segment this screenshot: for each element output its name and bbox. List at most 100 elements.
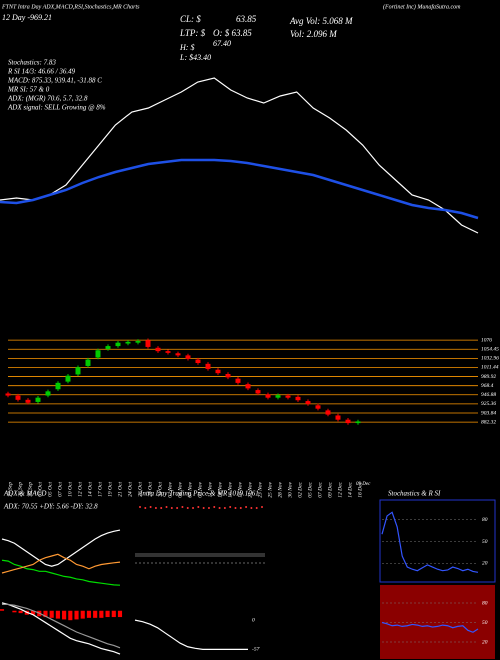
candle-body — [75, 367, 81, 375]
candle-body — [185, 355, 191, 359]
y-tick-label: 989.92 — [481, 374, 496, 380]
x-tick-label: 14 Dec — [346, 481, 353, 497]
price-dot — [186, 507, 189, 509]
x-tick-label: 02 Nov — [167, 481, 173, 497]
x-tick-label: 05 Oct — [47, 482, 53, 497]
candle-body — [265, 394, 271, 398]
candle-body — [285, 395, 291, 398]
histogram-bar — [62, 610, 67, 620]
x-tick-label: 18 Nov — [237, 481, 243, 497]
histogram-bar — [80, 610, 85, 619]
header-text: LTP: $ — [179, 28, 206, 38]
candle-body — [305, 401, 311, 405]
header-text: Vol: 2.096 M — [290, 29, 337, 39]
series-line — [0, 77, 479, 234]
histogram-bar — [18, 610, 23, 614]
x-tick-label: 21 Nov — [247, 481, 253, 497]
price-dot — [160, 507, 163, 509]
x-tick-label: 14 Nov — [216, 481, 223, 497]
y-tick-label: 1011.44 — [481, 364, 499, 371]
header-text: (Fortinet Inc) MunafaSutra.com — [383, 3, 461, 10]
price-dot — [154, 507, 157, 509]
candle-body — [125, 341, 131, 344]
price-dot — [181, 506, 184, 508]
panel-title: Intra Day Trading Price & MR 1019.1061 — [139, 490, 259, 498]
candle-body — [95, 350, 101, 358]
x-tick-label: 12 Oct — [77, 482, 83, 497]
histogram-bar — [55, 610, 60, 619]
y-tick-label: 50 — [482, 539, 488, 545]
histogram-bar — [93, 610, 98, 618]
candle-body — [65, 375, 71, 382]
header-text: FTNT Intra Day ADX,MACD,RSI,Stochastics,… — [1, 4, 140, 10]
candle-body — [25, 399, 31, 403]
histogram-bar — [111, 610, 116, 618]
header-text: CL: $ — [180, 14, 201, 24]
header-text: 12 Day -969.21 — [2, 13, 52, 22]
header-text: 67.40 — [213, 39, 231, 48]
header-text: Avg Vol: 5.068 M — [289, 16, 353, 26]
price-dot — [192, 507, 195, 509]
candle-body — [165, 351, 171, 353]
x-tick-label: 09 Nov — [197, 481, 203, 497]
candle-body — [335, 415, 341, 420]
price-dot — [139, 506, 141, 508]
series-line — [1, 553, 121, 574]
candle-body — [245, 384, 251, 389]
histogram-bar — [0, 609, 5, 611]
x-tick-label: 24 Oct — [126, 482, 133, 497]
price-dot — [197, 506, 200, 508]
y-tick-label: 903.84 — [481, 409, 496, 416]
candle-body — [215, 369, 221, 374]
x-tick-label: 17 Oct — [97, 482, 103, 497]
x-tick-label: 02 Dec — [297, 481, 303, 497]
x-tick-label: 26 Oct — [137, 482, 143, 497]
panel-title: Stochastics & R SI — [388, 490, 441, 498]
histogram-bar — [49, 610, 54, 618]
price-dot — [223, 507, 226, 509]
x-tick-label: 07 Oct — [57, 482, 63, 497]
x-tick-label: 03 Oct — [37, 482, 43, 497]
header-text: ADX: (MGR) 70.6, 5.7, 32.8 — [7, 95, 88, 103]
y-tick-label: -57 — [252, 647, 260, 653]
series-line — [1, 602, 121, 655]
x-tick-label: 31 Oct — [157, 482, 163, 498]
y-tick-label: 20 — [482, 561, 488, 567]
candle-body — [195, 359, 201, 363]
price-dot — [250, 507, 253, 509]
y-tick-label: 968.4 — [481, 382, 494, 389]
candle-body — [5, 393, 11, 396]
series-line — [1, 559, 121, 586]
footer-text: 09 Dec — [356, 482, 371, 487]
x-tick-label: 16 Dec — [357, 481, 363, 497]
x-tick-label: 16 Nov — [227, 481, 233, 497]
x-tick-label: 25 Nov — [267, 481, 273, 497]
candle-body — [325, 410, 331, 415]
series-line — [381, 621, 479, 633]
panel-title: ADX & MACD — [3, 490, 46, 498]
price-dot — [176, 507, 179, 509]
candle-body — [85, 359, 91, 366]
histogram-bar — [30, 610, 36, 615]
histogram-bar — [68, 610, 73, 621]
candle-body — [275, 395, 281, 398]
price-dot — [229, 506, 232, 508]
histogram-bar — [99, 610, 104, 618]
stoch-panel — [379, 499, 496, 583]
y-tick-label: 80 — [482, 517, 488, 523]
x-tick-label: 12 Dec — [337, 481, 343, 497]
candle-body — [175, 353, 181, 356]
x-tick-label: 05 Dec — [307, 481, 313, 497]
header-text: ADX signal: SELL Growing @ 8% — [7, 104, 106, 112]
series-line — [2, 603, 121, 649]
histogram-bar — [117, 610, 123, 618]
histogram-bar — [12, 610, 17, 613]
x-tick-label: 10 Oct — [67, 482, 73, 497]
y-tick-label: 20 — [482, 639, 488, 645]
x-tick-label: 23 Nov — [257, 481, 263, 497]
price-dot — [239, 507, 242, 509]
price-dot — [218, 507, 221, 509]
price-dot — [202, 507, 205, 509]
